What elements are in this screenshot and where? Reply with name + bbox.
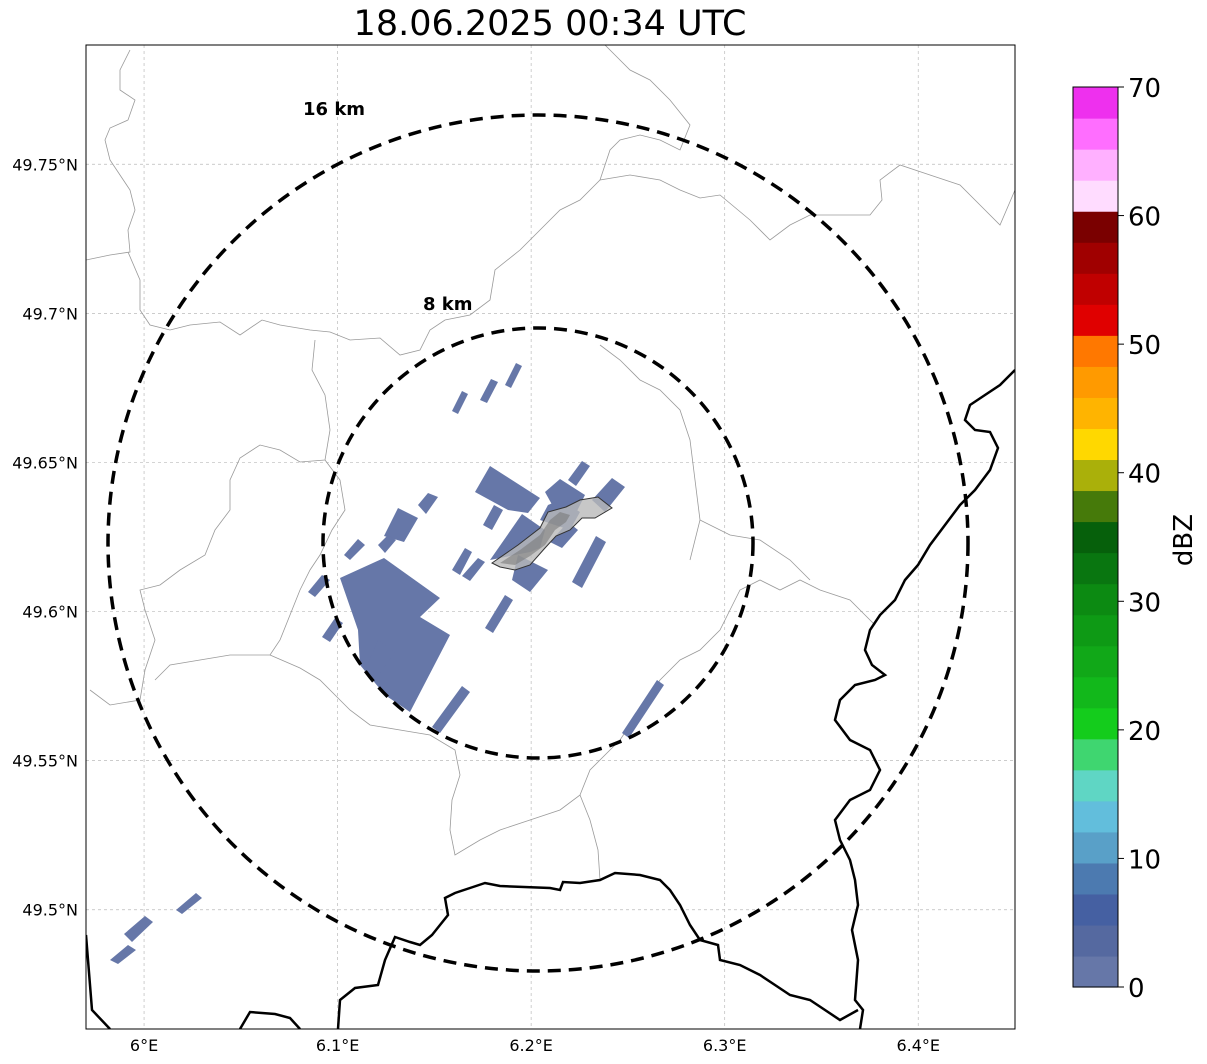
colorbar-segment xyxy=(1073,428,1118,461)
lat-tick-label: 49.7°N xyxy=(22,304,78,323)
echo-cell xyxy=(452,548,472,575)
colorbar-segment xyxy=(1073,583,1118,616)
colorbar-segment xyxy=(1073,304,1118,336)
echo-cell xyxy=(344,539,365,560)
colorbar-tick-label: 40 xyxy=(1128,460,1161,490)
echo-cell xyxy=(378,535,396,553)
echo-cell xyxy=(485,595,513,633)
lon-tick-label: 6°E xyxy=(130,1036,158,1055)
colorbar-segment xyxy=(1073,180,1118,212)
lon-tick-label: 6.1°E xyxy=(316,1036,360,1055)
colorbar-segment xyxy=(1073,118,1118,150)
echo-cell xyxy=(176,893,202,914)
colorbar-segment xyxy=(1073,273,1118,305)
colorbar-tick-label: 0 xyxy=(1128,974,1145,1004)
lon-tick-label: 6.3°E xyxy=(703,1036,747,1055)
colorbar-tick-label: 30 xyxy=(1128,588,1161,618)
echo-cell xyxy=(568,461,590,486)
echo-cell xyxy=(365,640,395,680)
colorbar-segment xyxy=(1073,149,1118,181)
lat-tick-label: 49.65°N xyxy=(12,453,78,472)
colorbar-segment xyxy=(1073,242,1118,274)
colorbar-frame xyxy=(1072,86,1119,988)
map-gridlines xyxy=(86,45,1015,1029)
map-frame xyxy=(85,44,1016,1030)
colorbar-segment xyxy=(1073,211,1118,243)
lat-tick-label: 49.6°N xyxy=(22,603,78,622)
echo-cell xyxy=(475,466,540,513)
lon-tick-labels: 6°E 6.1°E 6.2°E 6.3°E 6.4°E xyxy=(130,1036,940,1055)
lat-tick-label: 49.55°N xyxy=(12,752,78,771)
national-border xyxy=(86,369,1015,1029)
colorbar-segment xyxy=(1073,738,1118,771)
colorbar-segment xyxy=(1073,769,1118,802)
map-title: 18.06.2025 00:34 UTC xyxy=(353,4,747,44)
echo-cell xyxy=(124,916,153,942)
colorbar-segment xyxy=(1073,490,1118,523)
range-rings xyxy=(106,113,970,973)
echo-cell xyxy=(432,686,470,733)
ring-label-8km: 8 km xyxy=(423,294,473,315)
colorbar-segment xyxy=(1073,800,1118,833)
echo-cell xyxy=(572,536,606,588)
colorbar-segment xyxy=(1073,614,1118,647)
lon-tick-label: 6.2°E xyxy=(509,1036,553,1055)
colorbar: 0 10 20 30 40 50 60 70 xyxy=(1072,74,1161,1004)
echo-cell xyxy=(483,505,503,530)
colorbar-segment xyxy=(1073,335,1118,367)
commune-boundaries xyxy=(86,45,1015,881)
range-ring-16km xyxy=(106,113,970,973)
echo-cell xyxy=(110,945,136,964)
lat-tick-labels: 49.75°N 49.7°N 49.65°N 49.6°N 49.55°N 49.5°N xyxy=(12,155,78,919)
colorbar-segment xyxy=(1073,366,1118,398)
lat-tick-label: 49.5°N xyxy=(22,901,78,920)
colorbar-segment xyxy=(1073,707,1118,740)
colorbar-tick-label: 60 xyxy=(1128,203,1161,233)
colorbar-label: dBZ xyxy=(1169,514,1199,566)
colorbar-segment xyxy=(1073,955,1118,988)
colorbar-segment xyxy=(1073,924,1118,957)
echo-cell xyxy=(480,379,498,403)
colorbar-segment xyxy=(1073,831,1118,864)
echo-cell xyxy=(505,363,522,388)
colorbar-segment xyxy=(1073,459,1118,492)
echo-cell xyxy=(462,558,485,581)
colorbar-segment xyxy=(1073,676,1118,709)
colorbar-tick-label: 20 xyxy=(1128,717,1161,747)
echo-cell xyxy=(384,508,418,542)
colorbar-segment xyxy=(1073,645,1118,678)
echo-cell xyxy=(418,493,438,514)
echo-cell xyxy=(452,391,468,414)
lon-tick-label: 6.4°E xyxy=(896,1036,940,1055)
colorbar-tick-label: 10 xyxy=(1128,845,1161,875)
lat-tick-label: 49.75°N xyxy=(12,155,78,174)
echo-cell xyxy=(622,680,664,738)
colorbar-segment xyxy=(1073,397,1118,429)
colorbar-segment xyxy=(1073,862,1118,895)
echo-cell xyxy=(308,575,330,597)
ring-label-16km: 16 km xyxy=(303,99,365,120)
colorbar-tick-label: 70 xyxy=(1128,74,1161,104)
colorbar-segment xyxy=(1073,87,1118,119)
colorbar-segment xyxy=(1073,893,1118,926)
range-ring-8km xyxy=(321,326,755,760)
colorbar-tick-label: 50 xyxy=(1128,331,1161,361)
colorbar-segment xyxy=(1073,552,1118,585)
colorbar-segment xyxy=(1073,521,1118,554)
storm-core-inner xyxy=(500,512,570,565)
